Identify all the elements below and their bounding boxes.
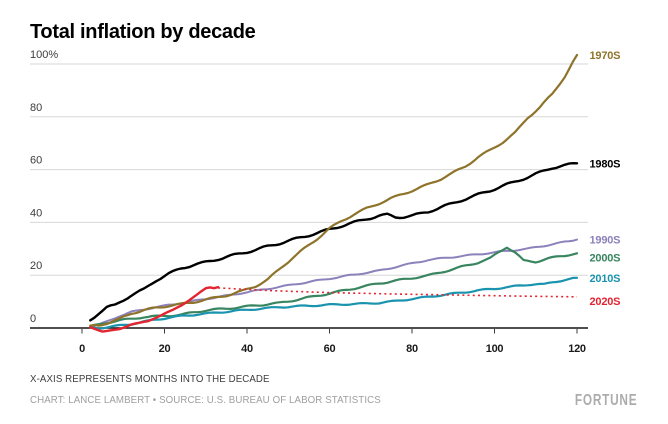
series-line-2010s [89,276,579,330]
series-end-label-1970s: 1970S [590,50,621,62]
x-tick-label: 120 [568,343,586,355]
y-tick-label: 40 [30,207,42,219]
x-axis-note: X-AXIS REPRESENTS MONTHS INTO THE DECADE [30,374,270,385]
x-tick-label: 20 [159,343,171,355]
x-tick-label: 60 [324,343,336,355]
y-tick-label: 20 [30,260,42,272]
series-end-label-1990s: 1990S [590,235,621,247]
series-end-label-2010s: 2010S [590,273,621,285]
series-line-1970s [89,53,579,327]
x-tick-label: 80 [406,343,418,355]
y-tick-label: 0 [30,313,36,325]
series-end-label-2020s-projected: 2020S [590,296,621,308]
series-line-1980s [89,162,579,322]
x-tick-label: 100 [486,343,504,355]
x-tick-label: 0 [79,343,85,355]
y-tick-label: 80 [30,102,42,114]
fortune-logo: FORTUNE [574,392,637,409]
series-line-2020s [89,285,220,333]
chart-title: Total inflation by decade [30,21,256,44]
series-end-label-1980s: 1980S [590,158,621,170]
y-tick-label: 100% [30,49,58,61]
x-tick-label: 40 [241,343,253,355]
y-tick-label: 60 [30,155,42,167]
series-end-label-2000s: 2000S [590,252,621,264]
credit-line: CHART: LANCE LAMBERT • SOURCE: U.S. BURE… [30,395,381,406]
series-line-1990s [89,238,578,328]
